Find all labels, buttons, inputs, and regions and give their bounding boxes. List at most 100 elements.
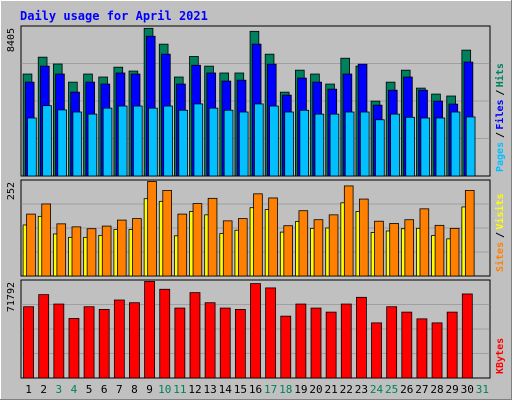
bar-kbytes: [53, 303, 65, 379]
bar-pages: [208, 107, 219, 177]
bar-pages: [254, 103, 264, 177]
x-tick-label: 13: [203, 383, 216, 396]
x-tick-label: 9: [146, 383, 153, 396]
bar-kbytes: [219, 307, 231, 379]
bar-sites: [101, 225, 112, 277]
bar-sites: [374, 220, 384, 277]
bar-pages: [193, 103, 204, 177]
bar-pages: [178, 109, 188, 177]
bar-kbytes: [386, 306, 398, 379]
x-tick-label: 4: [71, 383, 78, 396]
bar-pages: [344, 111, 355, 177]
bar-sites: [147, 181, 157, 277]
bar-kbytes: [234, 309, 246, 379]
bar-kbytes: [129, 302, 140, 379]
x-tick-label: 27: [415, 383, 428, 396]
x-tick-label: 14: [219, 383, 233, 396]
bar-pages: [359, 111, 370, 177]
bar-kbytes: [144, 281, 155, 379]
x-tick-label: 3: [56, 383, 63, 396]
x-tick-label: 24: [370, 383, 384, 396]
bar-pages: [57, 109, 67, 177]
x-tick-label: 12: [188, 383, 201, 396]
bar-kbytes: [113, 299, 125, 379]
bar-pages: [284, 111, 294, 177]
legend-entry: Hits: [494, 63, 506, 87]
x-tick-label: 6: [101, 383, 108, 396]
bar-sites: [404, 219, 415, 277]
bar-sites: [192, 203, 203, 277]
bar-kbytes: [250, 283, 261, 379]
bar-sites: [268, 197, 278, 277]
bar-sites: [389, 223, 399, 277]
x-tick-label: 31: [476, 383, 489, 396]
panel-max-label: 252: [6, 182, 17, 200]
x-tick-label: 23: [355, 383, 368, 396]
bar-kbytes: [265, 287, 277, 379]
bar-sites: [283, 225, 293, 277]
x-tick-label: 16: [249, 383, 262, 396]
chart-panels: 8405 Pages / Files / Hits 252 Sites / Visits 71792…: [6, 25, 506, 379]
bar-kbytes: [23, 306, 34, 379]
bar-kbytes: [280, 315, 292, 379]
bar-kbytes: [159, 288, 171, 379]
bar-kbytes: [446, 311, 458, 379]
bar-pages: [465, 116, 476, 177]
bar-sites: [132, 218, 142, 277]
bar-pages: [375, 119, 385, 177]
bar-sites: [359, 198, 369, 277]
bar-kbytes: [356, 296, 367, 379]
legend-entry: /: [495, 132, 506, 138]
bar-pages: [269, 105, 279, 177]
x-tick-label: 28: [430, 383, 443, 396]
bar-pages: [163, 105, 173, 177]
bar-kbytes: [295, 303, 307, 379]
x-tick-label: 21: [325, 383, 338, 396]
bar-sites: [116, 219, 127, 277]
bar-kbytes: [98, 309, 110, 379]
bar-sites: [464, 190, 475, 277]
bar-sites: [449, 227, 460, 277]
bar-kbytes: [68, 318, 80, 379]
bar-pages: [450, 111, 461, 177]
bar-kbytes: [340, 303, 352, 379]
bar-kbytes: [38, 294, 50, 379]
x-tick-label: 15: [234, 383, 247, 396]
bar-pages: [238, 111, 249, 177]
x-tick-label: 2: [40, 383, 47, 396]
bar-sites: [207, 197, 218, 277]
bar-sites: [177, 213, 188, 277]
bar-pages: [102, 107, 113, 177]
bar-pages: [223, 109, 234, 177]
x-tick-label: 10: [158, 383, 171, 396]
x-tick-label: 29: [446, 383, 459, 396]
bar-kbytes: [174, 307, 186, 379]
bar-kbytes: [431, 322, 443, 379]
x-tick-label: 1: [25, 383, 32, 396]
x-tick-label: 20: [309, 383, 322, 396]
bar-pages: [133, 105, 143, 177]
bar-pages: [329, 113, 340, 177]
bar-pages: [148, 107, 158, 177]
bar-sites: [253, 193, 263, 277]
bar-pages: [87, 113, 98, 177]
bar-sites: [434, 224, 445, 277]
bar-pages: [390, 113, 400, 177]
bar-sites: [222, 220, 233, 277]
chart-title: Daily usage for April 2021: [20, 9, 208, 23]
bar-sites: [162, 190, 172, 277]
bar-sites: [298, 210, 309, 277]
x-tick-label: 5: [86, 383, 93, 396]
bar-pages: [42, 105, 52, 177]
x-tick-label: 7: [116, 383, 123, 396]
panel-max-label: 8405: [6, 28, 17, 52]
legend-entry: Pages: [495, 142, 506, 172]
bar-sites: [56, 223, 67, 277]
legend-entry: Files: [494, 99, 506, 129]
x-tick-label: 25: [385, 383, 398, 396]
bar-sites: [71, 226, 82, 277]
bar-pages: [435, 117, 446, 177]
x-tick-label: 26: [400, 383, 413, 396]
x-tick-label: 8: [131, 383, 138, 396]
